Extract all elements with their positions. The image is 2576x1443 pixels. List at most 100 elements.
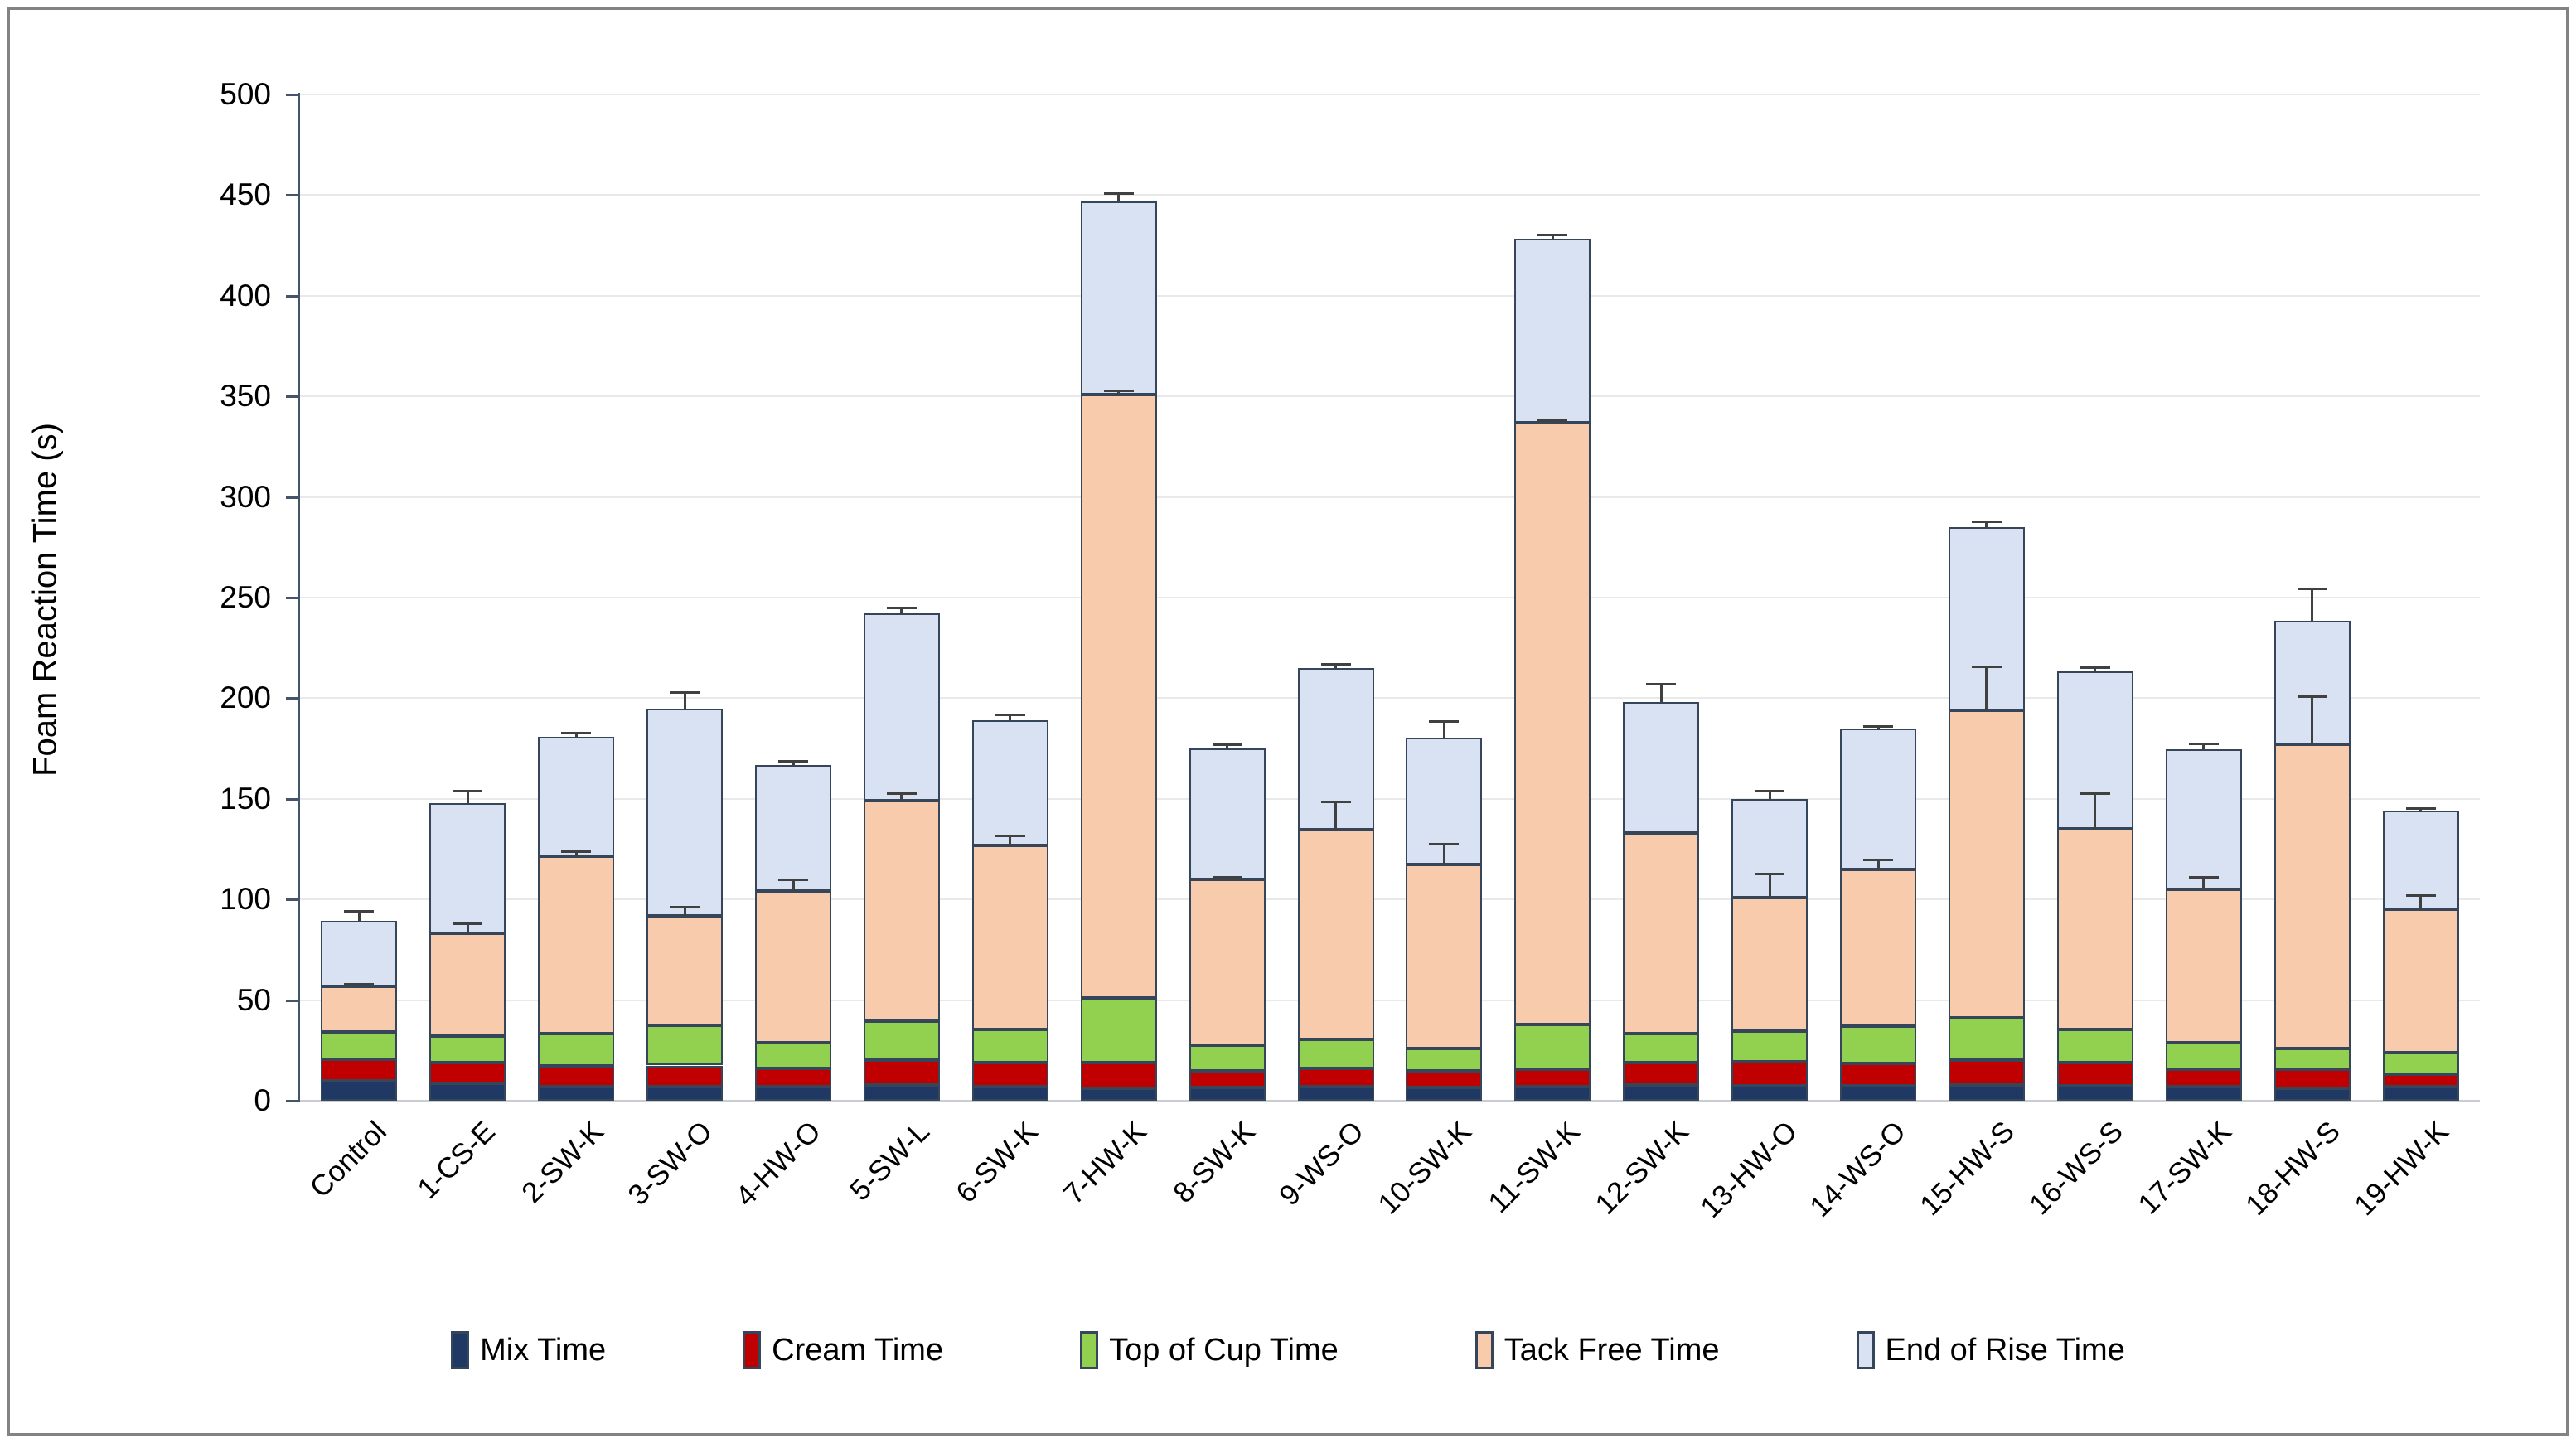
- legend-swatch-icon: [743, 1331, 762, 1369]
- error-bar-Control-total: [357, 910, 361, 921]
- error-bar-19-HW-K-tack-free: [2419, 895, 2423, 910]
- segment-cream-time: [2382, 1074, 2459, 1087]
- y-tick-label-300: 300: [220, 479, 271, 514]
- y-tick-300: [286, 496, 298, 499]
- segment-mix-time: [863, 1084, 940, 1101]
- y-tick-150: [286, 797, 298, 801]
- segment-end-of-rise-time: [1840, 728, 1917, 869]
- error-cap-5-SW-L-tack-free: [886, 792, 917, 795]
- y-axis-title: Foam Reaction Time (s): [27, 423, 64, 777]
- segment-cream-time: [646, 1065, 724, 1087]
- error-bar-12-SW-K-total: [1659, 684, 1663, 703]
- error-cap-2-SW-K-tack-free: [561, 850, 592, 853]
- y-tick-250: [286, 597, 298, 599]
- error-bar-2-SW-K-total: [574, 732, 578, 737]
- legend-item-end-of-rise-time: End of Rise Time: [1856, 1331, 2125, 1369]
- legend-label: Tack Free Time: [1503, 1332, 1720, 1368]
- segment-top-of-cup-time: [2382, 1052, 2459, 1075]
- gridline-50: [300, 999, 2480, 1001]
- error-bar-1-CS-E-total: [466, 791, 469, 803]
- segment-tack-free-time: [1840, 869, 1917, 1027]
- gridline-200: [300, 697, 2480, 700]
- error-bar-18-HW-S-total: [2311, 588, 2314, 621]
- segment-cream-time: [538, 1065, 615, 1087]
- error-cap-16-WS-S-tack-free: [2080, 792, 2110, 795]
- segment-top-of-cup-time: [1514, 1024, 1591, 1070]
- error-cap-Control-tack-free: [344, 983, 375, 986]
- y-tick-label-0: 0: [254, 1083, 271, 1117]
- segment-end-of-rise-time: [863, 613, 940, 801]
- y-tick-label-400: 400: [220, 278, 271, 312]
- segment-mix-time: [2056, 1085, 2133, 1101]
- y-tick-200: [286, 697, 298, 700]
- segment-top-of-cup-time: [2273, 1048, 2351, 1070]
- segment-mix-time: [429, 1083, 506, 1101]
- segment-cream-time: [321, 1059, 398, 1081]
- gridline-450: [300, 194, 2480, 196]
- error-bar-10-SW-K-tack-free: [1442, 844, 1445, 864]
- error-cap-5-SW-L-total: [886, 607, 917, 610]
- segment-mix-time: [1948, 1084, 2025, 1101]
- error-cap-9-WS-O-total: [1320, 663, 1351, 666]
- y-tick-500: [286, 94, 298, 96]
- segment-end-of-rise-time: [2165, 749, 2242, 890]
- segment-cream-time: [1731, 1061, 1809, 1086]
- segment-tack-free-time: [863, 801, 940, 1022]
- segment-tack-free-time: [1623, 833, 1700, 1034]
- error-cap-Control-total: [344, 909, 375, 913]
- error-cap-1-CS-E-tack-free: [453, 922, 483, 926]
- segment-cream-time: [863, 1060, 940, 1085]
- segment-mix-time: [2273, 1088, 2351, 1101]
- segment-end-of-rise-time: [646, 708, 724, 916]
- legend-swatch-icon: [1856, 1331, 1875, 1369]
- segment-top-of-cup-time: [2056, 1029, 2133, 1063]
- error-cap-17-SW-K-total: [2188, 743, 2219, 746]
- segment-top-of-cup-time: [1948, 1018, 2025, 1061]
- y-tick-0: [286, 1100, 298, 1102]
- gridline-250: [300, 597, 2480, 598]
- y-tick-label-150: 150: [220, 781, 271, 816]
- y-tick-label-200: 200: [220, 680, 271, 715]
- segment-tack-free-time: [971, 845, 1048, 1029]
- legend-label: End of Rise Time: [1885, 1332, 2125, 1368]
- error-bar-17-SW-K-total: [2202, 743, 2206, 750]
- legend-label: Top of Cup Time: [1109, 1332, 1339, 1368]
- segment-top-of-cup-time: [1189, 1045, 1266, 1071]
- segment-tack-free-time: [2165, 889, 2242, 1043]
- legend: Mix Time Cream Time Top of Cup Time Tack Fr…: [0, 1331, 2576, 1369]
- segment-end-of-rise-time: [429, 802, 506, 934]
- segment-top-of-cup-time: [1840, 1026, 1917, 1064]
- segment-cream-time: [1948, 1060, 2025, 1085]
- error-cap-13-HW-O-total: [1755, 790, 1785, 793]
- error-cap-10-SW-K-total: [1429, 720, 1460, 724]
- error-bar-4-HW-O-total: [792, 760, 795, 765]
- segment-mix-time: [2165, 1087, 2242, 1101]
- segment-cream-time: [1297, 1068, 1374, 1087]
- segment-mix-time: [971, 1087, 1048, 1101]
- segment-mix-time: [1514, 1087, 1591, 1101]
- gridline-100: [300, 898, 2480, 901]
- segment-tack-free-time: [1514, 422, 1591, 1024]
- segment-tack-free-time: [2056, 829, 2133, 1029]
- segment-top-of-cup-time: [2165, 1042, 2242, 1070]
- gridline-150: [300, 797, 2480, 800]
- segment-end-of-rise-time: [971, 720, 1048, 845]
- segment-end-of-rise-time: [1080, 201, 1157, 395]
- segment-mix-time: [1080, 1088, 1157, 1101]
- segment-mix-time: [1297, 1087, 1374, 1101]
- legend-swatch-icon: [1080, 1331, 1099, 1369]
- error-cap-10-SW-K-tack-free: [1429, 843, 1460, 846]
- segment-top-of-cup-time: [646, 1024, 724, 1066]
- segment-end-of-rise-time: [1514, 238, 1591, 423]
- error-cap-1-CS-E-total: [453, 790, 483, 793]
- y-tick-label-450: 450: [220, 177, 271, 212]
- segment-cream-time: [755, 1068, 832, 1087]
- error-cap-11-SW-K-total: [1537, 233, 1568, 236]
- gridline-300: [300, 496, 2480, 498]
- error-bar-6-SW-K-total: [1009, 714, 1012, 721]
- y-tick-label-250: 250: [220, 580, 271, 614]
- segment-mix-time: [1623, 1084, 1700, 1101]
- chart-frame-border: [7, 7, 2569, 1436]
- error-bar-7-HW-K-total: [1117, 192, 1121, 201]
- gridline-500: [300, 94, 2480, 95]
